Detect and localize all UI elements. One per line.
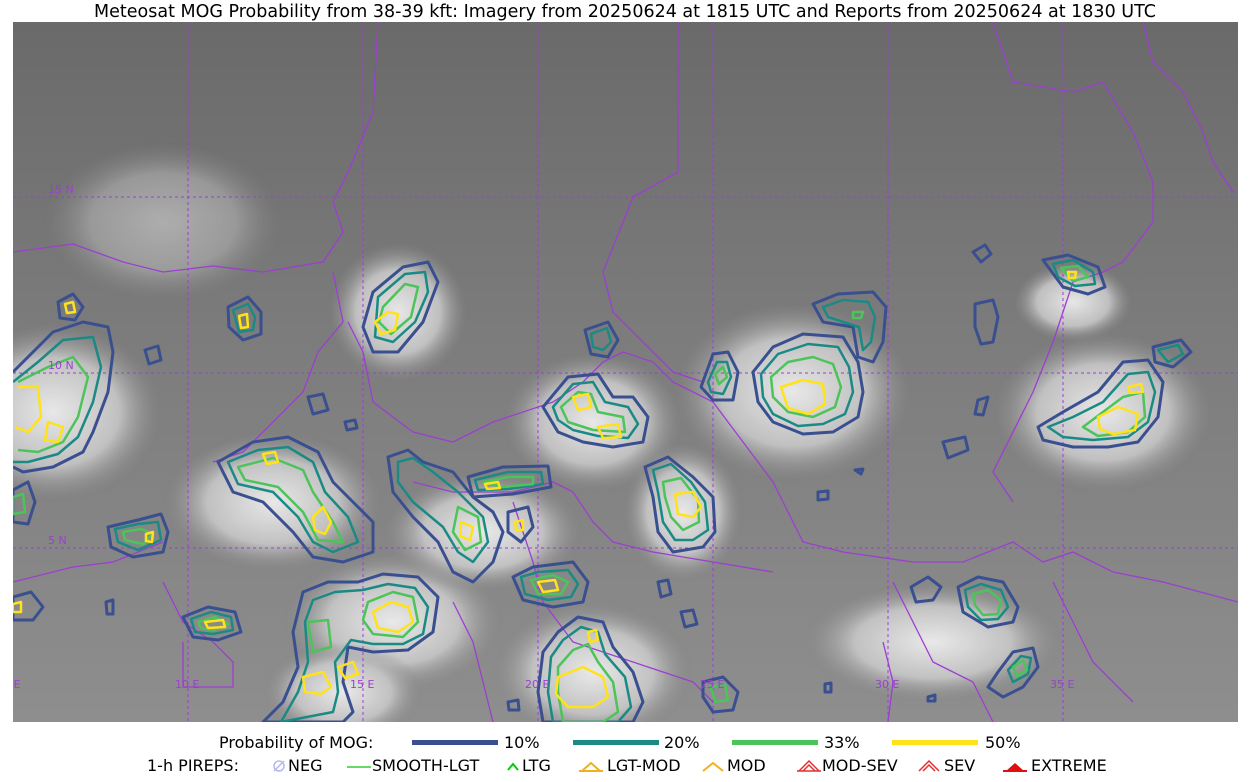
ltg-icon xyxy=(507,762,519,771)
map-title: Meteosat MOG Probability from 38-39 kft:… xyxy=(94,2,1156,22)
legend-label-10pct: 10% xyxy=(504,733,540,752)
neg-icon xyxy=(273,760,285,772)
pirep-label-mod: MOD xyxy=(727,756,766,775)
lon-label-25e: 25 E xyxy=(700,678,724,691)
pirep-label-lgt-mod: LGT-MOD xyxy=(607,756,681,775)
legend-label-20pct: 20% xyxy=(664,733,700,752)
lat-label-5n: 5 N xyxy=(48,534,67,547)
satellite-map: 15 N 10 N 5 N 5 E 10 E 15 E 20 E 25 E 30… xyxy=(13,22,1238,722)
lon-label-30e: 30 E xyxy=(875,678,899,691)
swatch-50pct xyxy=(892,740,978,745)
smooth-lgt-icon xyxy=(347,766,371,768)
pirep-label-mod-sev: MOD-SEV xyxy=(822,756,898,775)
pirep-legend-title: 1-h PIREPS: xyxy=(147,756,239,775)
lon-label-20e: 20 E xyxy=(525,678,549,691)
sev-icon xyxy=(918,759,940,772)
country-borders xyxy=(13,22,1238,722)
coordinate-labels: 15 N 10 N 5 N 5 E 10 E 15 E 20 E 25 E 30… xyxy=(13,183,1074,691)
lgt-mod-icon xyxy=(579,761,603,772)
pirep-label-smooth-lgt: SMOOTH-LGT xyxy=(372,756,480,775)
contour-20pct xyxy=(13,335,103,464)
lat-lon-grid xyxy=(13,22,1238,722)
mog-contours xyxy=(13,243,1193,722)
pirep-label-neg: NEG xyxy=(288,756,323,775)
swatch-10pct xyxy=(412,740,498,745)
lon-label-5e: 5 E xyxy=(13,678,20,691)
mod-sev-icon xyxy=(797,759,821,772)
swatch-33pct xyxy=(732,740,818,745)
lat-label-10n: 10 N xyxy=(48,359,74,372)
extreme-icon xyxy=(1003,763,1027,772)
legend-label-33pct: 33% xyxy=(824,733,860,752)
lon-label-10e: 10 E xyxy=(175,678,199,691)
contour-10pct xyxy=(13,320,115,474)
lat-label-15n: 15 N xyxy=(48,183,74,196)
lon-label-35e: 35 E xyxy=(1050,678,1074,691)
swatch-20pct xyxy=(573,740,659,745)
contour-50pct xyxy=(14,385,43,434)
legend-label-50pct: 50% xyxy=(985,733,1021,752)
mod-icon xyxy=(702,761,724,772)
pirep-label-sev: SEV xyxy=(944,756,976,775)
pirep-label-ltg: LTG xyxy=(522,756,551,775)
pirep-legend: 1-h PIREPS: NEG SMOOTH-LGT LTG LGT-MOD M… xyxy=(0,756,1250,778)
probability-legend-title: Probability of MOG: xyxy=(219,733,374,752)
contour-33pct xyxy=(17,355,90,454)
probability-legend: Probability of MOG: 10% 20% 33% 50% xyxy=(0,733,1250,753)
lon-label-15e: 15 E xyxy=(350,678,374,691)
pirep-label-extreme: EXTREME xyxy=(1031,756,1107,775)
